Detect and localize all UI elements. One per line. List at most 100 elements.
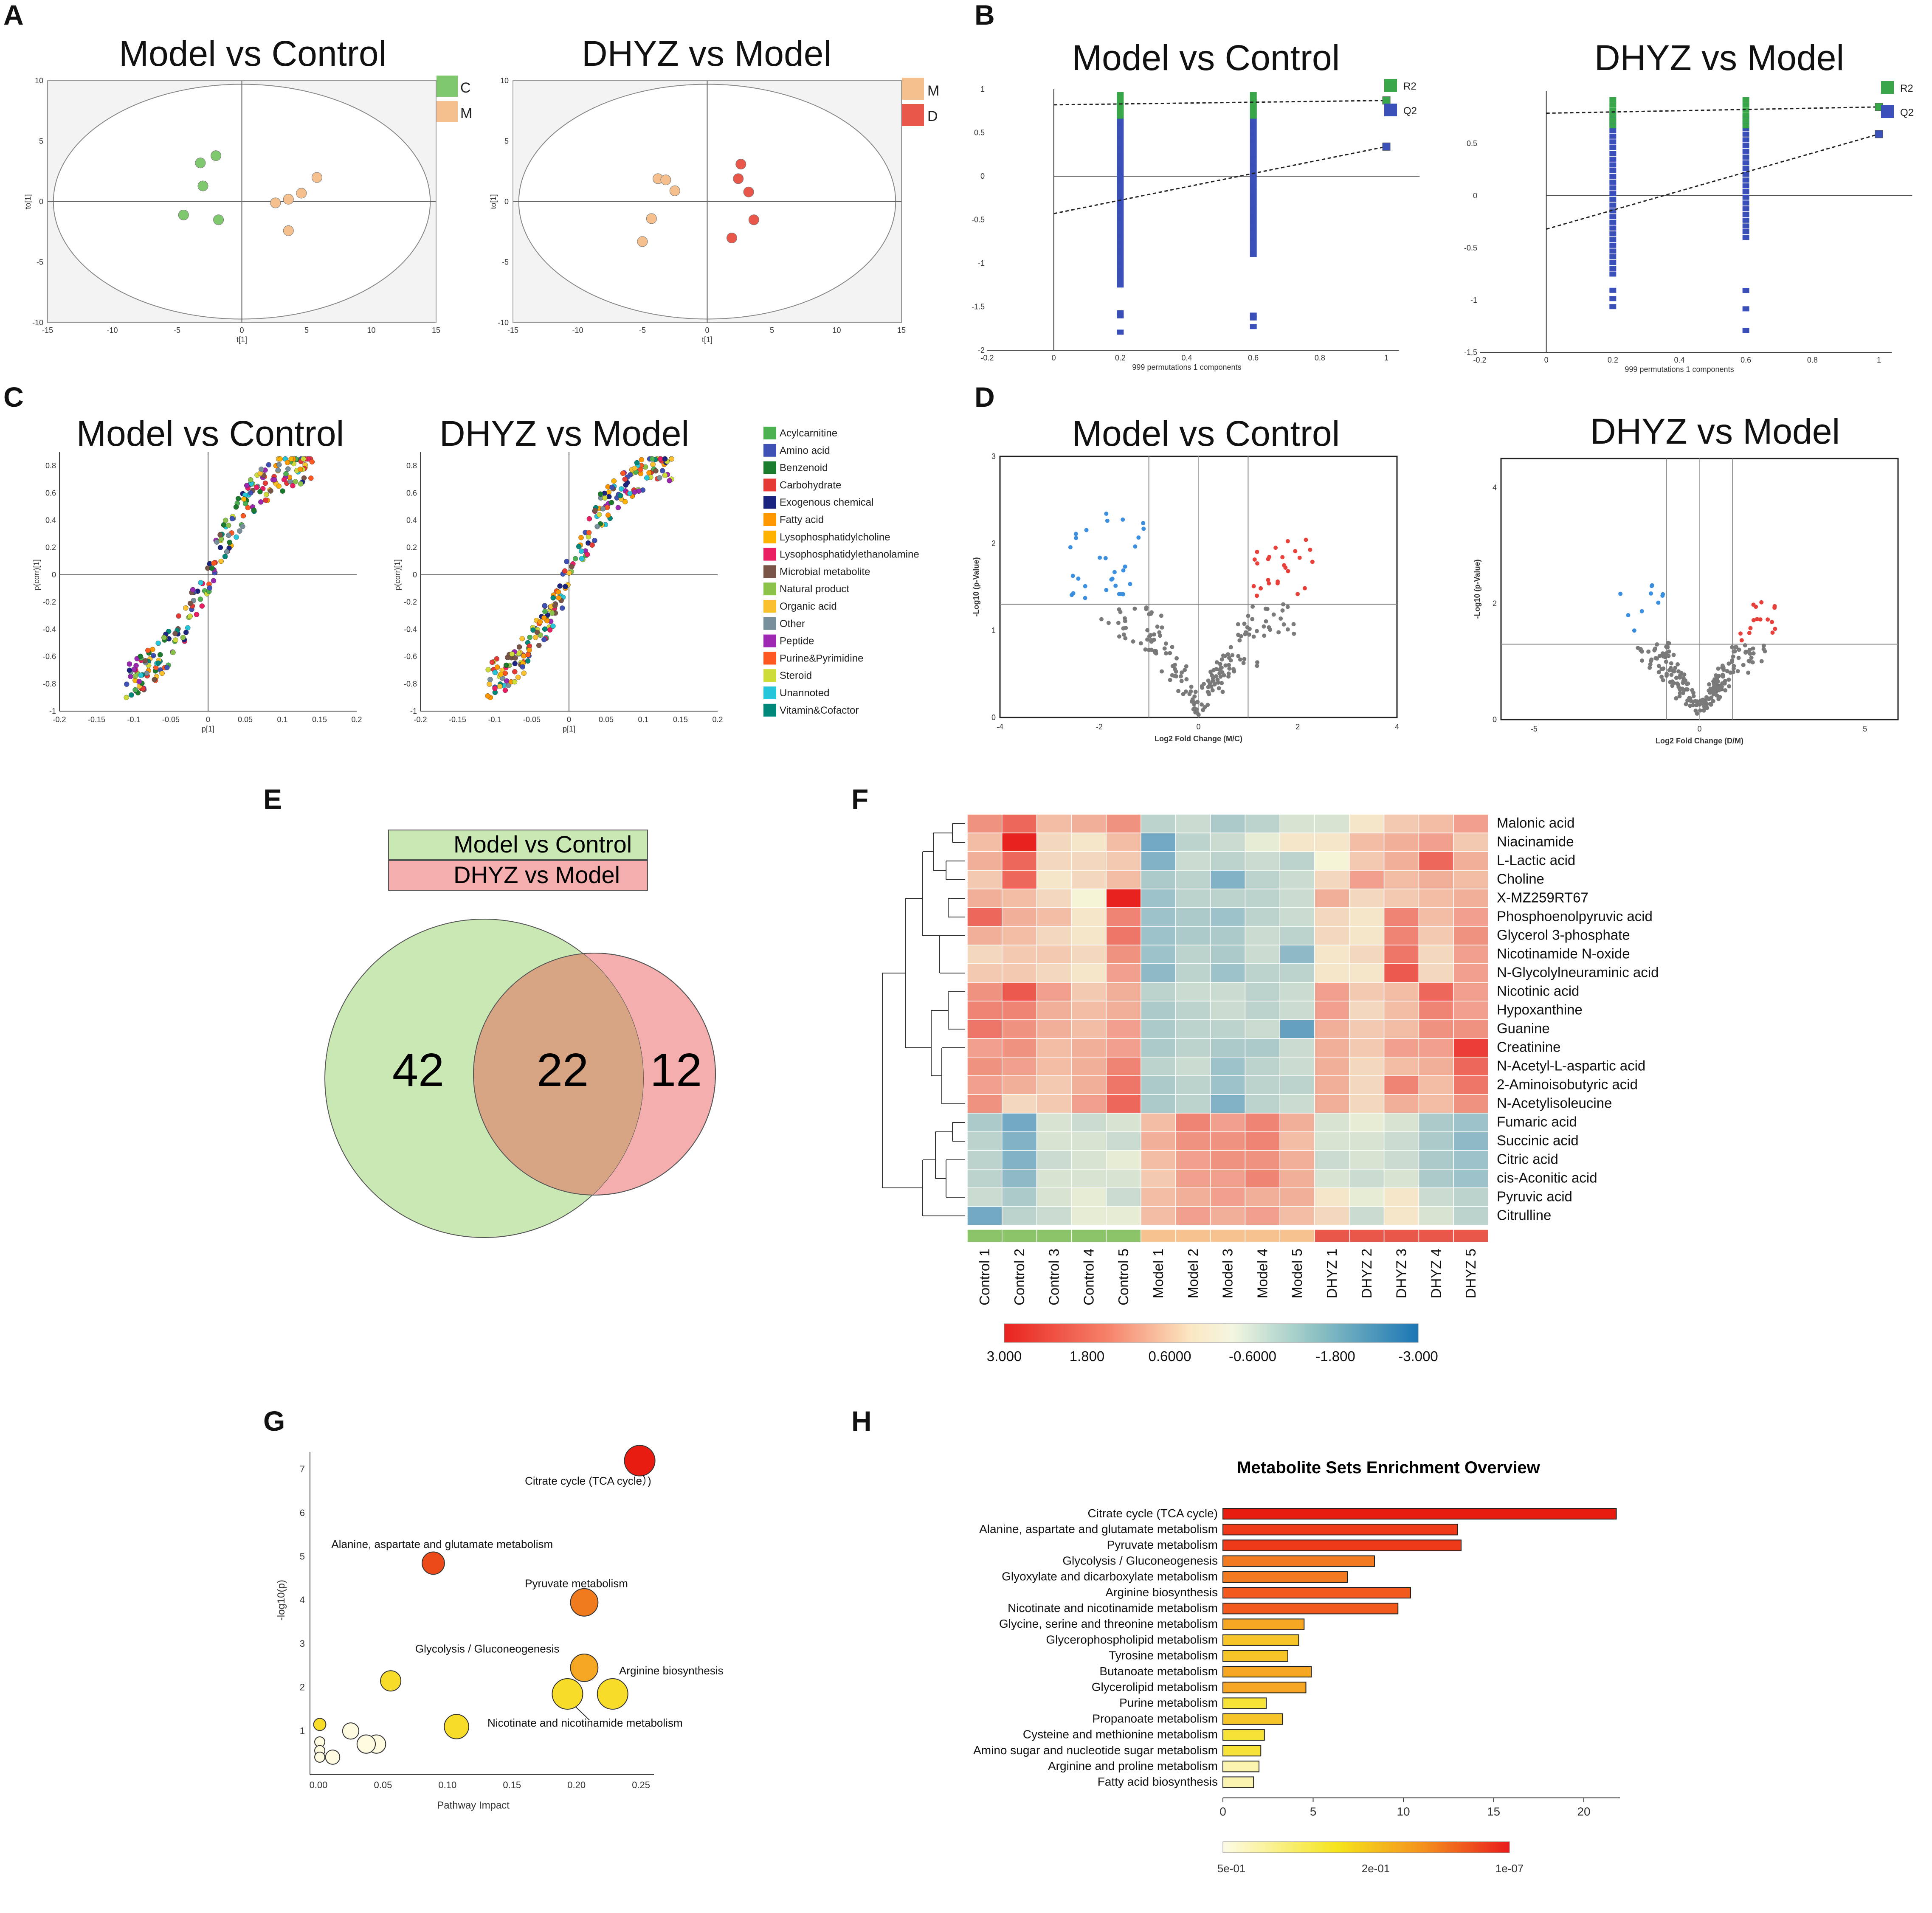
heatmap-row-label: Phosphoenolpyruvic acid xyxy=(1497,909,1653,924)
color-scale-tick: 3.000 xyxy=(987,1348,1022,1364)
heatmap-cell xyxy=(1141,945,1176,964)
group-annotation-cell xyxy=(1453,1229,1489,1243)
down-regulated-point xyxy=(1070,574,1075,578)
s-plot-point xyxy=(268,488,273,494)
y-tick-label: 0.8 xyxy=(406,461,417,470)
ns-point xyxy=(1674,675,1679,680)
s-plot-point xyxy=(662,473,668,478)
y-tick-label: 0 xyxy=(991,713,996,722)
ns-point xyxy=(1285,627,1290,632)
heatmap-cell xyxy=(1002,889,1037,908)
y-axis-label: to[1] xyxy=(24,194,32,209)
up-regulated-point xyxy=(1273,546,1278,550)
heatmap-cell xyxy=(1141,963,1176,983)
q2-permutation-point xyxy=(1117,263,1124,269)
y-tick-label: 0.4 xyxy=(45,516,56,525)
q2-permutation-point xyxy=(1117,282,1124,288)
heatmap-cell xyxy=(1036,1131,1072,1151)
heatmap-cell xyxy=(1349,1038,1385,1058)
q2-permutation-point xyxy=(1117,163,1124,168)
bar-category-label: Pyruvate metabolism xyxy=(1107,1538,1218,1551)
heatmap-cell xyxy=(1279,1019,1315,1039)
heatmap-cell xyxy=(1141,889,1176,908)
x-tick-label: -4 xyxy=(997,723,1003,731)
s-plot-point xyxy=(248,490,253,496)
heatmap-cell xyxy=(1141,1131,1176,1151)
q2-permutation-point xyxy=(1742,154,1749,160)
s-plot-point xyxy=(519,636,525,641)
y-tick-label: 1 xyxy=(991,626,996,635)
ns-point xyxy=(1700,701,1704,706)
heatmap-cell xyxy=(1383,1150,1419,1170)
ns-point xyxy=(1731,654,1735,659)
ns-point xyxy=(1721,674,1725,679)
q2-permutation-point xyxy=(1742,149,1749,154)
heatmap-cell xyxy=(1314,982,1350,1002)
x-tick-label: -0.05 xyxy=(523,715,541,724)
heatmap-cell xyxy=(1106,1113,1141,1132)
x-tick-label: 15 xyxy=(432,326,440,335)
b-right-plot: -0.2 0 0.2 0.4 0.6 0.8 1 -1.5 -1 -0.5 0 0.5 999 perm… xyxy=(1464,91,1912,374)
ns-point xyxy=(1730,645,1735,650)
s-plot-point xyxy=(485,667,491,672)
venn-legend-swatch-mc xyxy=(388,830,648,860)
y-tick-label: 0 xyxy=(413,571,417,579)
y-tick-label: 0.2 xyxy=(45,543,56,552)
ns-point xyxy=(1201,708,1205,712)
heatmap-cell xyxy=(1036,1001,1072,1020)
panel-letter-f: F xyxy=(851,783,868,815)
score-point xyxy=(213,214,224,225)
ns-point xyxy=(1176,689,1181,693)
bar-category-label: Glycolysis / Gluconeogenesis xyxy=(1062,1554,1218,1567)
heatmap-cell xyxy=(1175,1206,1211,1226)
heatmap-cell xyxy=(1314,907,1350,927)
heatmap-cell xyxy=(1036,1206,1072,1226)
s-plot-point xyxy=(505,683,511,688)
s-plot-point xyxy=(650,461,656,467)
s-plot-point xyxy=(298,481,304,487)
down-regulated-point xyxy=(1639,609,1644,613)
legend-swatch-c xyxy=(437,76,458,97)
s-plot-point xyxy=(240,513,246,519)
ns-point xyxy=(1170,664,1175,668)
s-plot-point xyxy=(632,465,637,471)
x-tick-label: 20 xyxy=(1577,1805,1590,1818)
s-plot-point xyxy=(657,475,662,481)
heatmap-cell xyxy=(1106,1038,1141,1058)
s-plot-point xyxy=(492,686,498,691)
q2-permutation-point xyxy=(1742,212,1749,217)
ns-point xyxy=(1691,694,1696,698)
r2-permutation-point xyxy=(1609,123,1617,129)
heatmap-cell xyxy=(1002,1038,1037,1058)
heatmap-cell xyxy=(1071,945,1107,964)
ns-point xyxy=(1736,655,1741,660)
q2-permutation-point xyxy=(1742,235,1749,240)
ns-point xyxy=(1255,664,1259,668)
heatmap-cell xyxy=(1453,1169,1489,1188)
a-left-title: Model vs Control xyxy=(119,34,386,73)
ns-point xyxy=(1648,665,1652,670)
y-tick-label: 1 xyxy=(300,1725,305,1736)
ns-point xyxy=(1145,637,1150,642)
heatmap-cell xyxy=(1279,851,1315,871)
heatmap-cell xyxy=(1175,1094,1211,1114)
s-plot-point xyxy=(221,522,227,528)
y-tick-label: -1.5 xyxy=(1464,348,1477,357)
heatmap-cell xyxy=(1279,1038,1315,1058)
b-left-legend: R2 Q2 xyxy=(1384,79,1417,117)
heatmap-row-label: Creatinine xyxy=(1497,1039,1560,1055)
s-plot-point xyxy=(251,507,257,513)
y-tick-label: 0 xyxy=(504,197,509,206)
heatmap-cell xyxy=(1314,889,1350,908)
y-tick-label: -5 xyxy=(502,258,509,267)
heatmap-cell xyxy=(1314,945,1350,964)
color-bar-tick: 2e-01 xyxy=(1362,1862,1390,1875)
x-tick-label: -5 xyxy=(174,326,180,335)
x-tick-label: -10 xyxy=(572,326,583,335)
ns-point xyxy=(1195,700,1200,705)
d-right-title: DHYZ vs Model xyxy=(1590,411,1840,451)
enrichment-bar xyxy=(1222,1666,1312,1678)
ns-point xyxy=(1743,650,1748,654)
s-plot-point xyxy=(285,466,291,472)
